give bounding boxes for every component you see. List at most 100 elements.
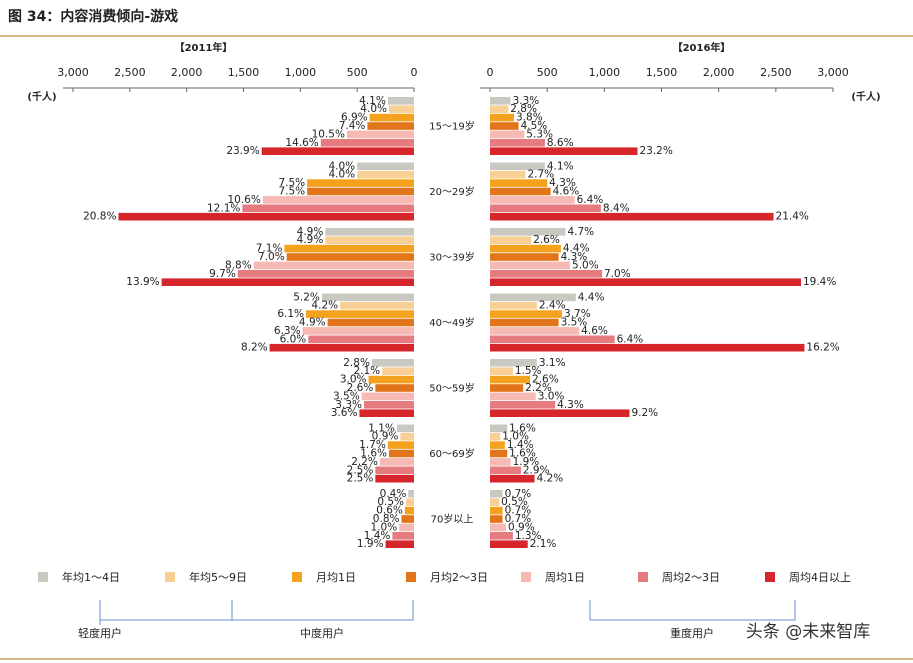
share-label: 6.4% [577, 194, 604, 206]
share-label: 23.9% [226, 145, 259, 157]
bar [490, 466, 521, 475]
bar [253, 261, 414, 270]
legend-label: 周均4日以上 [789, 571, 851, 584]
share-label: 0.4% [380, 488, 407, 500]
bar [490, 212, 774, 221]
bar [404, 506, 414, 515]
share-label: 19.4% [803, 276, 836, 288]
share-label: 1.9% [357, 538, 384, 550]
legend-label: 年均1～4日 [62, 570, 120, 584]
legend-label: 月均2～3日 [430, 571, 488, 584]
share-label: 5.2% [293, 291, 320, 303]
share-label: 6.9% [341, 112, 368, 124]
legend-label: 周均1日 [545, 571, 585, 584]
share-label: 1.6% [509, 448, 536, 460]
category-label: 50～59岁 [429, 381, 474, 394]
share-label: 7.5% [278, 186, 305, 198]
bar [490, 196, 575, 204]
panel-title: 【2011年】 [175, 41, 233, 54]
bar [396, 424, 414, 433]
share-label: 1.4% [507, 439, 534, 451]
category-label: 20～29岁 [429, 185, 474, 198]
share-label: 1.7% [359, 439, 386, 451]
share-label: 2.4% [539, 300, 566, 312]
category-label: 40～49岁 [429, 316, 474, 329]
bar [261, 147, 414, 155]
share-label: 3.5% [561, 317, 588, 329]
bar [490, 147, 638, 155]
share-label: 2.1% [353, 365, 380, 377]
share-label: 0.9% [372, 431, 399, 443]
bar [490, 432, 501, 441]
share-label: 8.6% [547, 137, 574, 149]
share-label: 3.3% [513, 95, 540, 107]
bar [490, 293, 576, 302]
legend-swatch [165, 572, 175, 582]
bar [284, 244, 414, 253]
bar [490, 244, 561, 253]
share-label: 4.5% [521, 120, 548, 132]
group-label: 轻度用户 [78, 626, 122, 640]
share-label: 4.1% [547, 160, 574, 172]
group-bracket [99, 600, 414, 621]
bar [262, 196, 414, 204]
share-label: 1.0% [371, 521, 398, 533]
bar [490, 458, 511, 466]
bar [401, 515, 414, 523]
bar [490, 113, 515, 122]
bar [346, 130, 414, 139]
x-tick-label: 0 [411, 66, 418, 79]
share-label: 10.6% [227, 194, 260, 206]
share-label: 4.9% [297, 226, 324, 238]
panel-title: 【2016年】 [673, 41, 731, 54]
bar [490, 122, 519, 130]
share-label: 0.6% [376, 505, 403, 517]
bar [490, 367, 513, 375]
x-tick-label: 500 [347, 66, 368, 79]
share-label: 7.1% [256, 243, 283, 255]
bar [490, 515, 503, 523]
legend-label: 年均5～9日 [189, 570, 247, 584]
legend-label: 月均1日 [316, 571, 356, 584]
share-label: 7.5% [278, 177, 305, 189]
bar [490, 318, 559, 327]
share-label: 3.6% [331, 407, 358, 419]
x-tick-label: 2,500 [114, 66, 146, 79]
share-label: 4.6% [581, 325, 608, 337]
share-label: 2.8% [510, 103, 537, 115]
bar [490, 204, 601, 213]
bar [490, 490, 503, 498]
legend-swatch [38, 572, 48, 582]
share-label: 2.1% [530, 538, 557, 550]
bar [306, 310, 414, 318]
bar [382, 367, 414, 375]
bar [363, 401, 414, 409]
category-label: 30～39岁 [429, 250, 474, 263]
share-label: 1.1% [368, 422, 395, 434]
bar [490, 97, 511, 105]
share-label: 3.1% [539, 357, 566, 369]
bar [490, 401, 556, 409]
x-tick-label: 1,500 [646, 66, 678, 79]
share-label: 2.2% [351, 456, 378, 468]
share-label: 7.0% [604, 268, 631, 280]
bar [302, 327, 414, 335]
bar [490, 162, 545, 171]
x-tick-label: 500 [537, 66, 558, 79]
share-label: 0.9% [508, 521, 535, 533]
bar [490, 170, 526, 179]
share-label: 3.8% [516, 112, 543, 124]
share-label: 1.5% [515, 365, 542, 377]
share-label: 4.3% [561, 251, 588, 263]
share-label: 3.7% [564, 308, 591, 320]
bar [367, 122, 414, 130]
share-label: 2.5% [347, 473, 374, 485]
bar [490, 139, 545, 147]
share-label: 3.0% [340, 374, 367, 386]
unit-label: (千人) [27, 90, 56, 103]
bar [379, 458, 414, 466]
share-label: 0.8% [373, 513, 400, 525]
share-label: 4.6% [553, 186, 580, 198]
